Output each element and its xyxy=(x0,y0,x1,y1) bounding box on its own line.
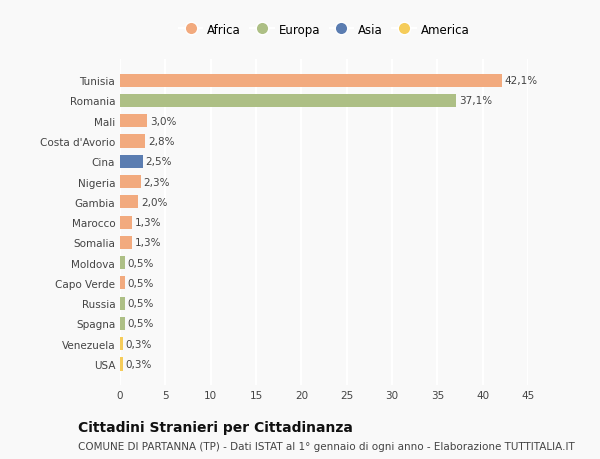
Bar xyxy=(120,337,123,351)
Bar xyxy=(120,196,138,209)
Legend: Africa, Europa, Asia, America: Africa, Europa, Asia, America xyxy=(175,20,473,40)
Bar xyxy=(120,317,125,330)
Text: 1,3%: 1,3% xyxy=(134,238,161,248)
Bar xyxy=(120,156,143,168)
Text: 37,1%: 37,1% xyxy=(459,96,492,106)
Text: 2,8%: 2,8% xyxy=(148,137,175,147)
Bar xyxy=(120,74,502,88)
Text: 0,3%: 0,3% xyxy=(125,359,152,369)
Text: 2,5%: 2,5% xyxy=(145,157,172,167)
Text: 2,3%: 2,3% xyxy=(143,177,170,187)
Text: Cittadini Stranieri per Cittadinanza: Cittadini Stranieri per Cittadinanza xyxy=(78,420,353,434)
Text: 42,1%: 42,1% xyxy=(505,76,538,86)
Text: 0,5%: 0,5% xyxy=(127,319,154,329)
Bar xyxy=(120,95,457,108)
Text: 0,3%: 0,3% xyxy=(125,339,152,349)
Text: 0,5%: 0,5% xyxy=(127,278,154,288)
Bar xyxy=(120,236,132,249)
Bar xyxy=(120,115,147,128)
Bar xyxy=(120,176,141,189)
Text: 0,5%: 0,5% xyxy=(127,258,154,268)
Text: 3,0%: 3,0% xyxy=(150,117,176,127)
Text: COMUNE DI PARTANNA (TP) - Dati ISTAT al 1° gennaio di ogni anno - Elaborazione T: COMUNE DI PARTANNA (TP) - Dati ISTAT al … xyxy=(78,441,575,451)
Text: 1,3%: 1,3% xyxy=(134,218,161,228)
Bar xyxy=(120,358,123,371)
Bar xyxy=(120,216,132,229)
Text: 0,5%: 0,5% xyxy=(127,298,154,308)
Text: 2,0%: 2,0% xyxy=(141,197,167,207)
Bar xyxy=(120,297,125,310)
Bar xyxy=(120,135,145,148)
Bar xyxy=(120,257,125,269)
Bar xyxy=(120,277,125,290)
